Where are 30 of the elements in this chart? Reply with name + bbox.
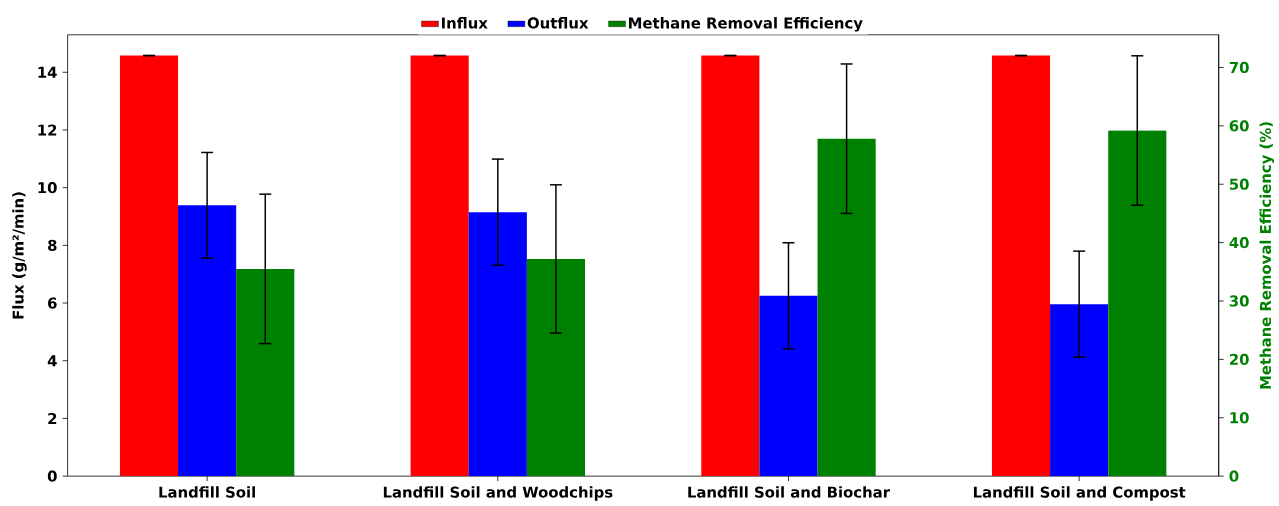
y2-tick-label: 50 (1229, 178, 1249, 191)
y-tick-label: 6 (48, 297, 57, 309)
y-axis-title: Flux (g/m²/min) (12, 192, 27, 319)
y-tick-label: 8 (48, 239, 57, 252)
legend-label: Outflux (527, 17, 589, 29)
y2-tick-label: 0 (1229, 470, 1239, 482)
bar (119, 55, 179, 477)
legend-label: Influx (441, 17, 488, 29)
y2-tick-label: 10 (1230, 412, 1249, 424)
bar (1108, 130, 1167, 477)
y-tick-label: 0 (47, 470, 57, 482)
bar (410, 55, 469, 477)
y2-tick-label: 60 (1229, 120, 1249, 132)
y2-tick-label: 20 (1229, 353, 1249, 366)
y-tick-label: 2 (48, 413, 57, 425)
y-tick-label: 14 (38, 67, 57, 78)
y2-tick-label: 70 (1229, 62, 1249, 74)
legend-label: Methane Removal Efficiency (629, 17, 863, 32)
x-tick-label: Landfill Soil and Biochar (688, 486, 890, 498)
y-tick-label: 4 (47, 355, 57, 367)
y2-tick-label: 40 (1229, 237, 1249, 249)
y2-tick-label: 30 (1229, 295, 1249, 307)
bar (991, 55, 1051, 477)
y2-axis-title: Methane Removal Efficiency (%) (1259, 122, 1275, 389)
x-tick-label: Landfill Soil and Woodchips (383, 486, 613, 501)
bar (701, 55, 760, 477)
x-tick-label: Landfill Soil and Compost (973, 486, 1186, 501)
y-tick-label: 12 (38, 124, 57, 136)
x-tick-label: Landfill Soil (159, 486, 255, 498)
y-tick-label: 10 (38, 182, 57, 194)
